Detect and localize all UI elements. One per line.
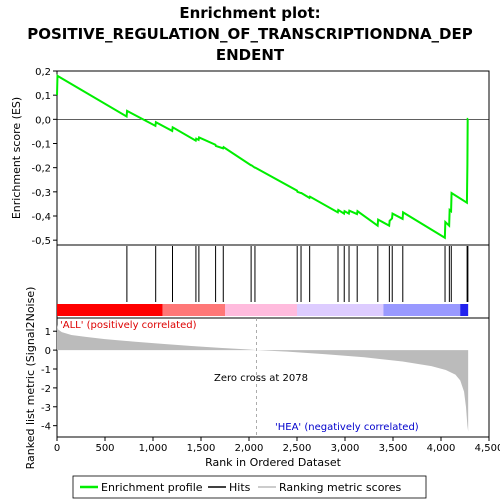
es-y-ticks: 0,2 0,1 0,0 -0,1 -0,2 -0,3 -0,4 -0,5	[31, 67, 57, 247]
metric-y-tick-label: 0	[45, 346, 51, 357]
metric-y-ticks: 1 0 -1 -2 -3 -4	[41, 327, 57, 433]
x-axis-ticks: 0 500 1,000 1,500 2,000 2,500 3,000 3,500 4,000 4…	[54, 437, 500, 454]
chart-title: Enrichment plot: POSITIVE_REGULATION_OF_…	[27, 4, 473, 64]
legend-hits-label: Hits	[229, 481, 251, 494]
x-axis-label: Rank in Ordered Dataset	[205, 456, 342, 469]
heatmap-segment	[460, 304, 469, 316]
heatmap-segment	[162, 304, 225, 316]
hits-panel	[56, 244, 490, 319]
chart-title-line-3: ENDENT	[216, 46, 285, 64]
x-tick-label: 4,000	[427, 443, 456, 454]
es-y-tick-label: 0,0	[35, 115, 51, 126]
x-tick-label: 3,500	[379, 443, 408, 454]
legend-box	[72, 475, 427, 499]
es-y-tick-label: -0,1	[31, 140, 51, 151]
es-y-tick-label: 0,2	[35, 67, 51, 78]
heatmap-segment	[297, 304, 384, 316]
x-tick-label: 1,000	[139, 443, 168, 454]
x-tick-label: 500	[95, 443, 114, 454]
x-tick-label: 3,000	[331, 443, 360, 454]
metric-y-tick-label: -2	[41, 384, 51, 395]
es-y-tick-label: -0,3	[31, 188, 51, 199]
x-tick-label: 2,500	[283, 443, 312, 454]
heatmap-segment	[57, 304, 163, 316]
heatmap-segment	[383, 304, 461, 316]
x-tick-label: 4,500	[475, 443, 500, 454]
zero-cross-label: Zero cross at 2078	[214, 373, 308, 384]
x-tick-label: 0	[54, 443, 60, 454]
rank-heatmap-bar	[57, 304, 469, 316]
metric-panel: 1 0 -1 -2 -3 -4 'ALL' (positively correlated)…	[24, 287, 490, 470]
metric-y-tick-label: 1	[45, 327, 51, 338]
legend-enrichment-profile-label: Enrichment profile	[101, 481, 203, 494]
positive-correlation-label: 'ALL' (positively correlated)	[60, 320, 197, 331]
metric-y-tick-label: -4	[41, 422, 51, 433]
metric-panel-frame	[56, 317, 490, 438]
chart-title-line-1: Enrichment plot:	[179, 4, 320, 22]
es-y-tick-label: -0,2	[31, 164, 51, 175]
enrichment-profile-line	[56, 74, 469, 240]
es-panel: 0,2 0,1 0,0 -0,1 -0,2 -0,3 -0,4 -0,5 Enrichment…	[10, 67, 490, 247]
es-y-tick-label: -0,4	[31, 212, 51, 223]
negative-correlation-label: 'HEA' (negatively correlated)	[275, 422, 419, 433]
metric-y-tick-label: -1	[41, 365, 51, 376]
hit-marks	[126, 246, 469, 302]
x-tick-label: 1,500	[187, 443, 216, 454]
es-y-axis-label: Enrichment score (ES)	[10, 97, 23, 219]
heatmap-segment	[225, 304, 297, 316]
metric-y-axis-label: Ranked list metric (Signal2Noise)	[24, 287, 37, 470]
es-y-tick-label: 0,1	[35, 91, 51, 102]
ranking-metric-area	[57, 324, 469, 432]
x-tick-label: 2,000	[235, 443, 264, 454]
es-y-tick-label: -0,5	[31, 236, 51, 247]
legend-ranking-metric-label: Ranking metric scores	[279, 481, 401, 494]
es-panel-frame	[56, 70, 490, 246]
chart-title-line-2: POSITIVE_REGULATION_OF_TRANSCRIPTIONDNA_…	[27, 25, 473, 43]
legend: Enrichment profile Hits Ranking metric s…	[72, 475, 427, 499]
metric-y-tick-label: -3	[41, 403, 51, 414]
